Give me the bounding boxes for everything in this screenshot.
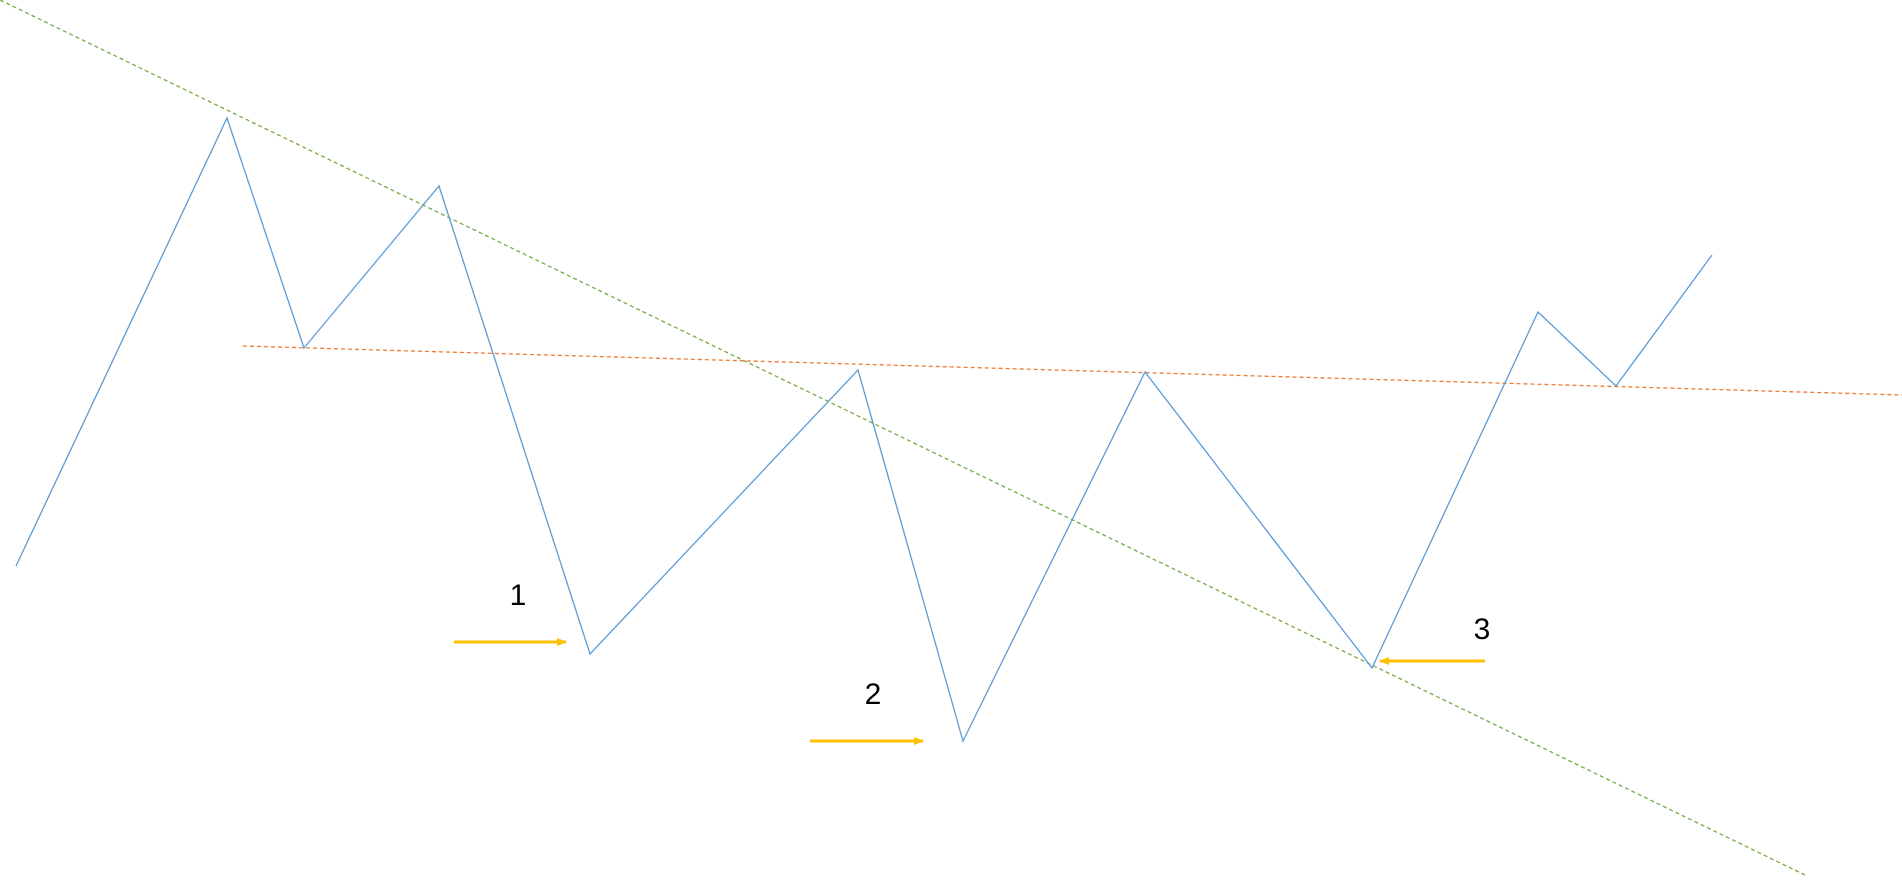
label: 3 <box>1474 613 1491 646</box>
label: 1 <box>510 579 527 612</box>
label: 2 <box>865 678 882 711</box>
price-path <box>15 116 1713 743</box>
neckline <box>242 345 1902 396</box>
trend-line <box>0 0 1806 876</box>
